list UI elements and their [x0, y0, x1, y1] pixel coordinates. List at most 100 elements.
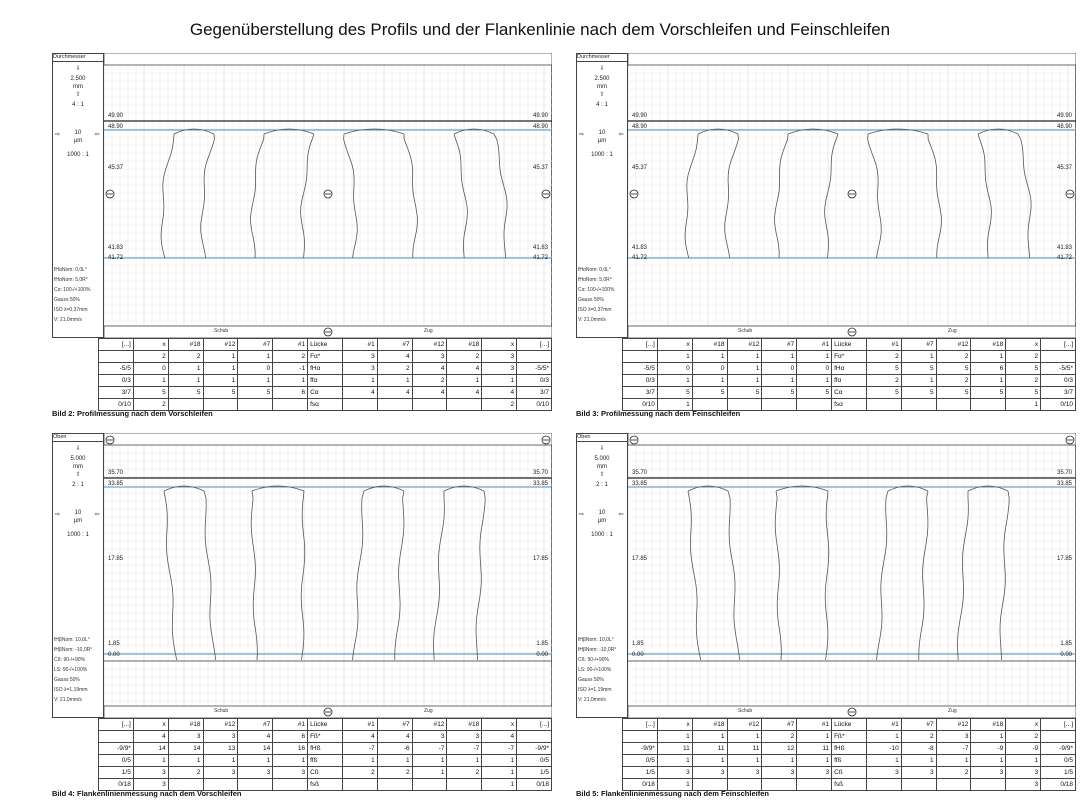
- table-cell: 1: [481, 754, 518, 767]
- trace-cap: [173, 128, 215, 135]
- table-cell: 0/3: [98, 374, 134, 387]
- trace-cap: [867, 128, 929, 135]
- table-cell: 1: [761, 350, 798, 363]
- table-cell: [...]: [516, 718, 552, 731]
- table-cell: 4: [411, 362, 448, 375]
- table-cell: 5: [970, 386, 1007, 399]
- table-header-row: [...] x #18 #12 #7 #1 Lücke #1 #7 #12 #18 x [...]: [576, 718, 1076, 731]
- table-row: -5/5 0 0 1 0 0 fHα 5 5 5 6 5 -5/5*: [576, 362, 1076, 375]
- table-cell: 4: [376, 730, 413, 743]
- trace-cap: [251, 485, 305, 492]
- measurement-trace: [160, 133, 175, 259]
- table-cell: 1: [865, 754, 902, 767]
- table-cell: 1: [132, 374, 169, 387]
- table-cell: Cα: [307, 386, 343, 399]
- table-cell: [446, 778, 483, 791]
- table-cell: 4: [376, 386, 413, 399]
- table-cell: ffα: [831, 374, 867, 387]
- table-cell: 1: [167, 374, 204, 387]
- table-cell: 1: [970, 754, 1007, 767]
- measurement-trace: [824, 133, 839, 259]
- table-row: 1 1 1 1 1 Fα* 2 1 2 1 2: [576, 350, 1076, 363]
- scale-top-unit: mm: [597, 84, 607, 90]
- table-cell: [446, 398, 483, 411]
- filter-param: ISO λ=0,37mm: [54, 307, 88, 313]
- measurement-trace: [343, 133, 358, 259]
- measurement-plot: 35.70 35.70 33.85 33.85 17.85 17.85 1.85 1.85 0.…: [104, 433, 552, 718]
- table-cell: [...]: [516, 338, 552, 351]
- table-cell: 1: [481, 778, 518, 791]
- level-label-left: 1.85: [632, 641, 644, 647]
- table-cell: Cß: [831, 766, 867, 779]
- measurement-trace: [394, 490, 405, 660]
- table-cell: fHß: [831, 742, 867, 755]
- table-cell: Cß: [307, 766, 343, 779]
- table-cell: 5: [935, 362, 972, 375]
- table-cell: 0/10: [516, 398, 552, 411]
- table-cell: 4: [237, 730, 274, 743]
- table-spacer: [576, 338, 623, 351]
- table-cell: 0: [691, 362, 728, 375]
- table-cell: #1: [272, 338, 309, 351]
- table-cell: 0/5: [516, 754, 552, 767]
- table-cell: 2: [1005, 730, 1042, 743]
- table-cell: [...]: [1040, 338, 1076, 351]
- scale-column: Durchmesser ⇩ 2.500 mm ⇧ 4 : 1 10 µm ⇨ ⇦ 1000 : 1 f…: [576, 53, 628, 338]
- level-label-left: 48.90: [108, 124, 124, 130]
- table-cell: 1: [481, 374, 518, 387]
- table-cell: #18: [446, 338, 483, 351]
- level-label-right: 41.72: [1056, 255, 1072, 261]
- table-cell: 4: [132, 730, 169, 743]
- table-cell: [341, 398, 378, 411]
- arrow-down-icon: ⇩: [75, 66, 81, 72]
- table-cell: 2: [411, 374, 448, 387]
- table-cell: 3: [202, 766, 239, 779]
- ratio-top: 4 : 1: [72, 102, 84, 108]
- table-spacer: [52, 730, 99, 743]
- measurement-trace: [200, 133, 215, 259]
- table-cell: 6: [272, 730, 309, 743]
- plot-svg: [628, 433, 1076, 718]
- table-cell: 3/7: [516, 386, 552, 399]
- table-cell: fHß: [307, 742, 343, 755]
- table-cell: [...]: [98, 338, 134, 351]
- figure-caption: Bild 5: Flankenlinienmessung nach dem Fe…: [576, 789, 769, 798]
- table-cell: 5: [865, 386, 902, 399]
- table-cell: 0/18: [1040, 778, 1076, 791]
- level-label-right: 17.85: [1056, 556, 1072, 562]
- table-cell: 2: [865, 374, 902, 387]
- measurement-trace: [433, 491, 445, 661]
- table-cell: Cα: [831, 386, 867, 399]
- table-cell: #12: [411, 718, 448, 731]
- table-cell: 5: [761, 386, 798, 399]
- table-cell: 3: [796, 766, 833, 779]
- table-cell: Fß*: [307, 730, 343, 743]
- filter-param: ISO λ=1,19mm: [578, 687, 612, 693]
- table-row: -9/9* 14 14 13 14 16 fHß -7 -6 -7 -7 -7 -9/9*: [52, 742, 552, 755]
- table-cell: 0: [656, 362, 693, 375]
- table-cell: [411, 778, 448, 791]
- table-cell: 3: [132, 766, 169, 779]
- table-cell: 0/18: [622, 778, 658, 791]
- ratio-mid: 1000 : 1: [591, 532, 613, 538]
- table-cell: -5/5: [98, 362, 134, 375]
- scale-column: Oben ⇩ 5.000 mm ⇧ 2 : 1 10 µm ⇨ ⇦ 1000 : 1 fHβNom: …: [52, 433, 104, 718]
- table-cell: [970, 778, 1007, 791]
- table-cell: 3: [656, 766, 693, 779]
- filter-param: fHβNom: 10,0L°: [578, 637, 614, 643]
- table-cell: 14: [132, 742, 169, 755]
- table-cell: 1: [411, 766, 448, 779]
- table-cell: 1: [272, 754, 309, 767]
- table-spacer: [576, 766, 623, 779]
- trace-cap: [787, 128, 839, 135]
- table-spacer: [52, 742, 99, 755]
- axis-header: Durchmesser: [576, 53, 628, 62]
- table-cell: 1: [237, 350, 274, 363]
- table-cell: #1: [865, 718, 902, 731]
- table-cell: 0/10: [98, 398, 134, 411]
- arrow-left-icon: ⇦: [618, 132, 624, 138]
- table-cell: 0/5: [98, 754, 134, 767]
- table-cell: -7: [446, 742, 483, 755]
- table-cell: x: [656, 718, 693, 731]
- level-label-left: 41.83: [632, 245, 648, 251]
